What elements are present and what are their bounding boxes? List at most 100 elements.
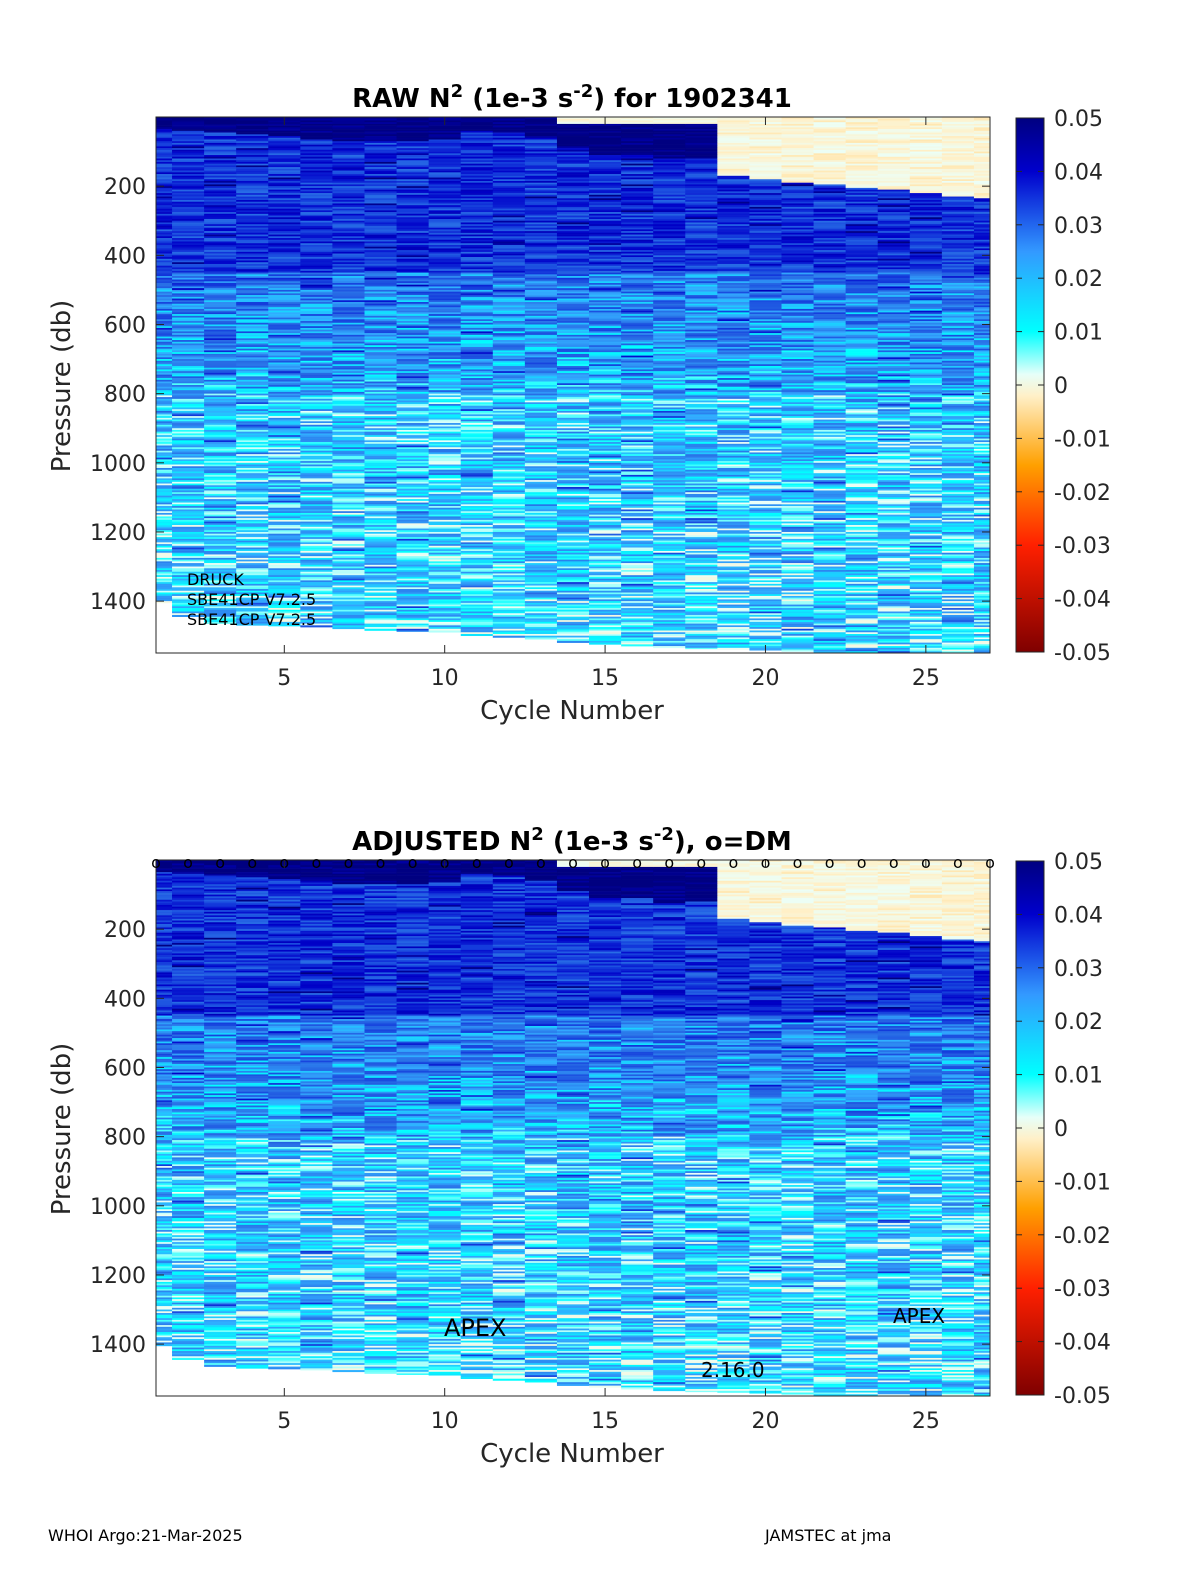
dm-marker: o	[728, 853, 738, 872]
dm-marker: o	[344, 853, 354, 872]
cycle-column-4	[236, 860, 269, 1369]
adjusted-x-axis-label: Cycle Number	[480, 1439, 664, 1469]
raw-heatmap	[156, 117, 990, 653]
x-tick-label: 10	[431, 1409, 459, 1434]
footer-institution: JAMSTEC at jma	[764, 1526, 891, 1545]
cycle-column-5	[268, 117, 301, 627]
colorbar-tick-label: -0.03	[1054, 534, 1111, 559]
dm-marker: o	[376, 853, 386, 872]
y-tick-label: 800	[104, 383, 146, 408]
x-tick-label: 20	[751, 666, 779, 691]
x-tick-label: 15	[591, 666, 619, 691]
y-tick-label: 400	[104, 987, 146, 1012]
adjusted-annotation-float-type: APEX	[444, 1314, 507, 1342]
adjusted-y-axis-label: Pressure (db)	[47, 1043, 77, 1216]
cycle-column-26	[941, 860, 975, 1396]
cycle-column-21	[781, 117, 815, 652]
dm-marker: o	[857, 853, 867, 872]
colorbar-tick-label: -0.04	[1054, 1331, 1111, 1356]
dm-marker: o	[408, 853, 418, 872]
cycle-column-21	[781, 860, 815, 1395]
cycle-column-1	[156, 860, 173, 1347]
adjusted-y-ticks: 200 400 600 800 1000 1200 1400	[90, 918, 990, 1358]
cycle-column-13	[524, 860, 558, 1383]
cycle-column-9	[396, 117, 430, 632]
cycle-column-18	[685, 117, 718, 650]
y-tick-label: 600	[104, 313, 146, 338]
raw-colorbar-ticks: 0.05 0.04 0.03 0.02 0.01 0 -0.01 -0.02 -0.03 -0.0…	[1016, 107, 1111, 666]
cycle-column-24	[877, 860, 911, 1396]
y-tick-label: 1200	[90, 1264, 146, 1289]
dm-marker: o	[472, 853, 482, 872]
adjusted-annotation-float-type-2: APEX	[893, 1304, 945, 1328]
x-tick-label: 25	[912, 666, 940, 691]
cycle-column-25	[909, 860, 943, 1396]
dm-marker: o	[889, 853, 899, 872]
cycle-column-11	[460, 117, 494, 637]
cycle-column-7	[332, 117, 365, 630]
x-tick-label: 5	[277, 1409, 291, 1434]
colorbar-tick-label: 0.02	[1054, 267, 1103, 292]
colorbar-tick-label: 0.04	[1054, 903, 1103, 928]
cycle-column-12	[492, 860, 526, 1381]
colorbar-tick-label: 0.05	[1054, 850, 1103, 875]
cycle-column-23	[845, 860, 879, 1396]
cycle-column-25	[909, 117, 943, 653]
cycle-column-17	[653, 117, 686, 649]
cycle-column-16	[621, 860, 654, 1390]
adjusted-axes-box	[155, 859, 991, 1397]
cycle-column-22	[813, 860, 847, 1396]
dm-marker: o	[247, 853, 257, 872]
dm-marker: o	[985, 853, 995, 872]
adjusted-heatmap	[156, 860, 990, 1396]
dm-marker: o	[215, 853, 225, 872]
colorbar-tick-label: -0.01	[1054, 1170, 1111, 1195]
raw-y-ticks: 200 400 600 800 1000 1200 1400	[90, 175, 990, 615]
cycle-column-27	[973, 860, 990, 1396]
cycle-column-7	[332, 860, 365, 1373]
colorbar-tick-label: -0.03	[1054, 1277, 1111, 1302]
cycle-column-15	[589, 117, 622, 645]
raw-annotation-ctd-1: SBE41CP V7.2.5	[187, 590, 316, 609]
y-tick-label: 1000	[90, 1195, 146, 1220]
colorbar-tick-label: -0.02	[1054, 481, 1111, 506]
footer-source-date: WHOI Argo:21-Mar-2025	[48, 1526, 243, 1545]
adjusted-x-ticks: 5 10 15 20 25	[277, 860, 940, 1434]
cycle-column-22	[813, 117, 847, 653]
cycle-column-2	[172, 117, 205, 617]
cycle-column-3	[204, 860, 237, 1367]
colorbar-tick-label: -0.01	[1054, 427, 1111, 452]
y-tick-label: 1200	[90, 521, 146, 546]
cycle-column-5	[268, 860, 301, 1370]
dm-marker: o	[536, 853, 546, 872]
x-tick-label: 10	[431, 666, 459, 691]
cycle-column-23	[845, 117, 879, 653]
cycle-column-4	[236, 117, 269, 626]
dm-marker: o	[311, 853, 321, 872]
raw-chart-title: RAW N2 (1e-3 s-2) for 1902341	[352, 81, 792, 114]
y-tick-label: 1400	[90, 590, 146, 615]
dm-marker: o	[825, 853, 835, 872]
cycle-column-15	[589, 860, 622, 1388]
cycle-column-6	[300, 117, 333, 628]
adjusted-annotation-firmware: 2.16.0	[701, 1358, 765, 1382]
cycle-column-2	[172, 860, 205, 1360]
dm-marker: o	[664, 853, 674, 872]
cycle-column-17	[653, 860, 686, 1392]
cycle-column-3	[204, 117, 237, 624]
colorbar-tick-label: 0.02	[1054, 1010, 1103, 1035]
x-tick-label: 20	[751, 1409, 779, 1434]
colorbar-tick-label: -0.04	[1054, 588, 1111, 613]
dm-marker: o	[696, 853, 706, 872]
colorbar-tick-label: -0.05	[1054, 1384, 1111, 1409]
cycle-column-8	[364, 117, 398, 631]
cycle-column-8	[364, 860, 398, 1374]
cycle-column-10	[428, 860, 462, 1376]
cycle-column-6	[300, 860, 333, 1371]
colorbar-tick-label: 0.05	[1054, 107, 1103, 132]
cycle-column-12	[492, 117, 526, 638]
cycle-column-19	[717, 117, 750, 650]
cycle-column-20	[749, 860, 782, 1394]
cycle-column-14	[556, 860, 590, 1386]
